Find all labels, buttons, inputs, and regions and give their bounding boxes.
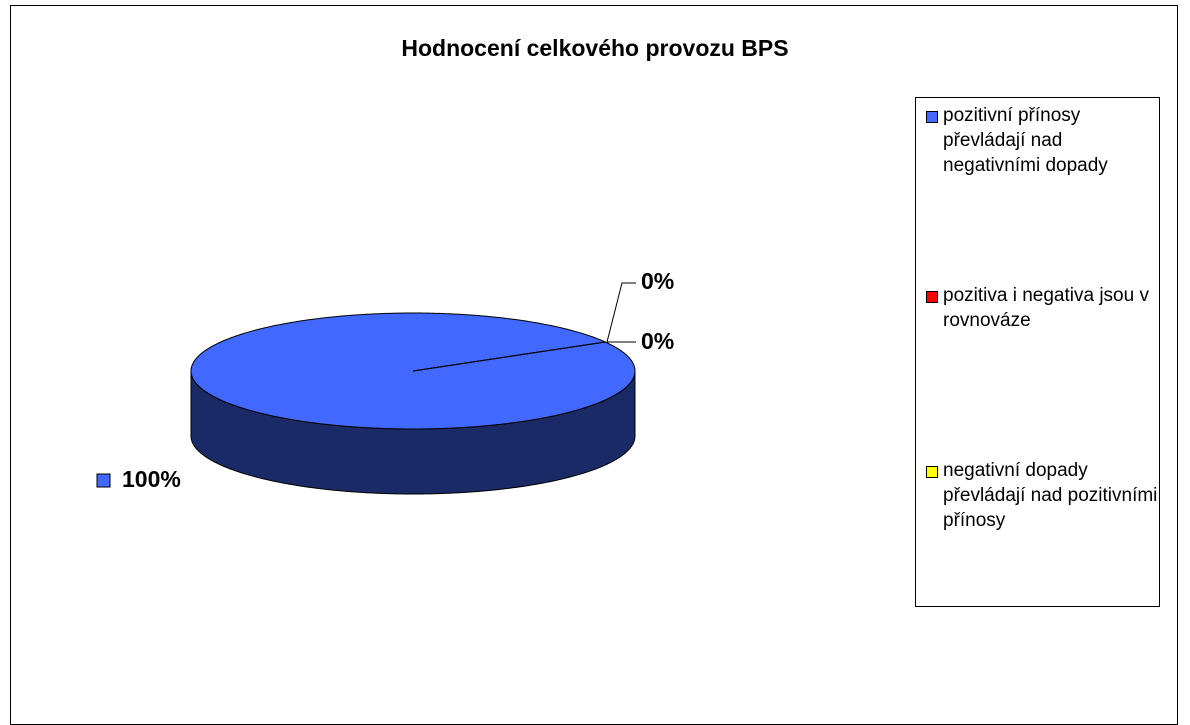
legend: pozitivní přínosy převládají nad negativ…	[915, 97, 1160, 607]
legend-entry: pozitiva i negativa jsou v rovnováze	[926, 283, 1158, 333]
label-key	[96, 473, 111, 488]
leader-line	[606, 282, 636, 343]
legend-label: negativní dopady převládají nad pozitivn…	[943, 460, 1158, 531]
legend-entry: pozitivní přínosy převládají nad negativ…	[926, 103, 1158, 178]
legend-label: pozitivní přínosy převládají nad negativ…	[943, 105, 1108, 176]
legend-key	[926, 111, 938, 123]
legend-key	[926, 291, 938, 303]
data-label: 0%	[641, 328, 674, 354]
legend-key	[926, 466, 938, 478]
data-label: 100%	[122, 466, 181, 492]
legend-entry: negativní dopady převládají nad pozitivn…	[926, 458, 1158, 533]
legend-label: pozitiva i negativa jsou v rovnováze	[943, 285, 1149, 331]
data-label: 0%	[641, 268, 674, 294]
chart-title: Hodnocení celkového provozu BPS	[401, 35, 788, 61]
